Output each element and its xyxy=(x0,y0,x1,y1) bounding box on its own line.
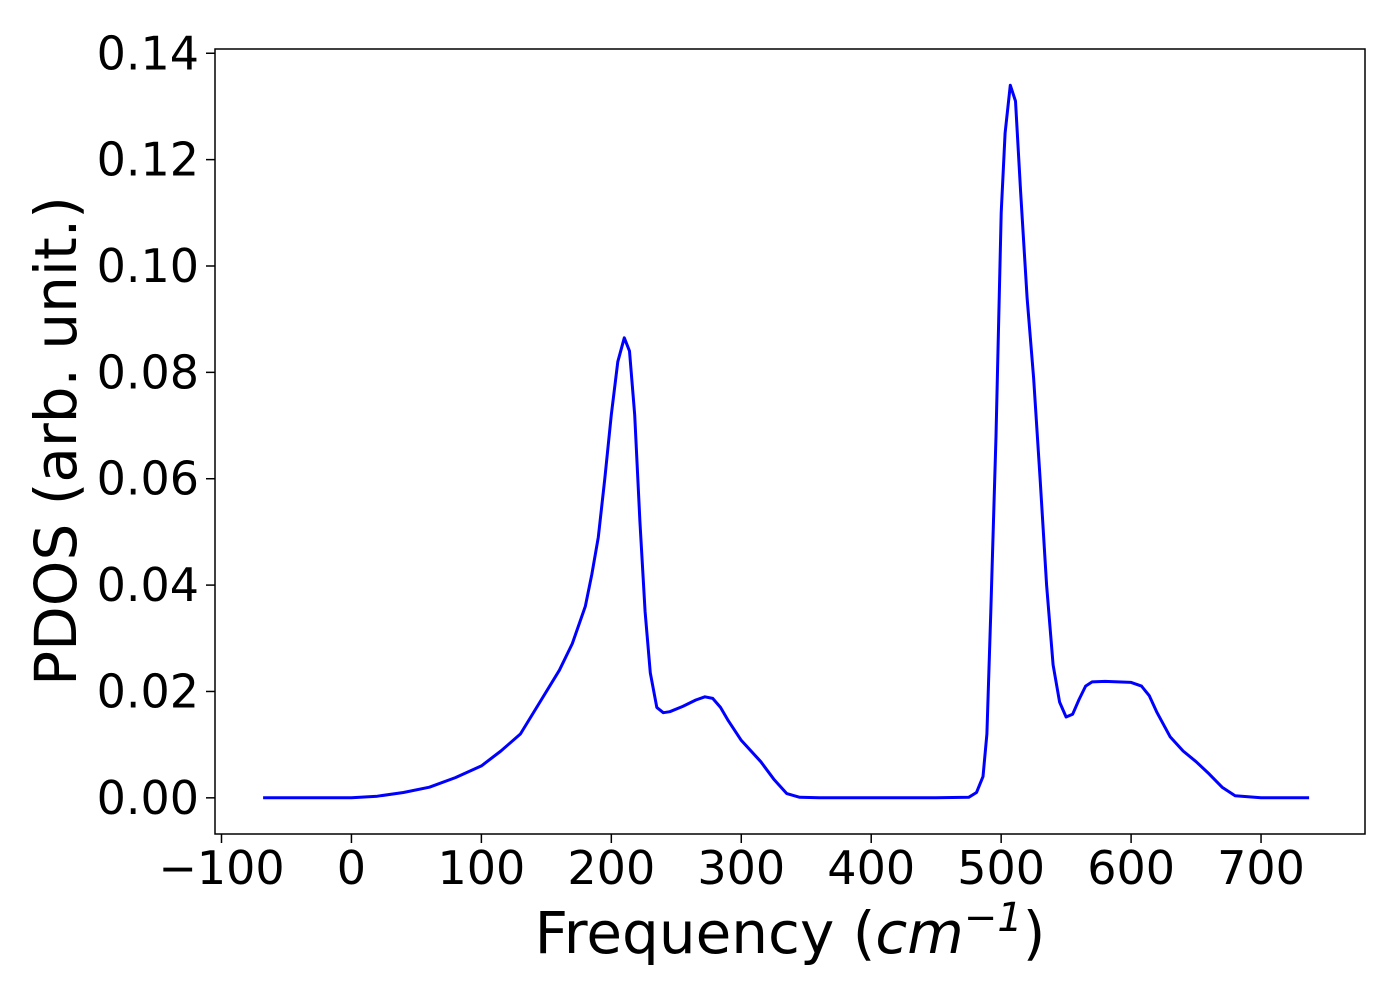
series-line-0 xyxy=(263,83,1310,800)
y-axis-label: PDOS (arb. unit.) xyxy=(22,196,90,686)
x-axis-label-unit: cm xyxy=(875,899,963,967)
y-tick-label: 0.08 xyxy=(97,345,199,399)
x-axis-label-prefix: Frequency ( xyxy=(535,899,876,967)
x-axis-label-exponent: −1 xyxy=(964,895,1023,941)
x-tick-label: 400 xyxy=(827,841,915,895)
pdos-series-line xyxy=(263,83,1310,800)
x-tick-label: 500 xyxy=(957,841,1045,895)
x-tick-label: 100 xyxy=(437,841,525,895)
plot-frame xyxy=(214,48,1366,835)
y-tick-label: 0.06 xyxy=(97,452,199,506)
x-axis-label-suffix: ) xyxy=(1023,899,1046,967)
x-tick-label: 300 xyxy=(697,841,785,895)
x-axis-label: Frequency (cm−1) xyxy=(535,895,1046,967)
x-tick-label: 0 xyxy=(337,841,366,895)
y-axis-ticks: 0.00 0.02 0.04 0.06 0.08 0.10 0.12 0.14 xyxy=(97,26,215,825)
x-tick-label: 600 xyxy=(1087,841,1175,895)
x-tick-label: −100 xyxy=(158,841,284,895)
y-tick-label: 0.10 xyxy=(97,239,199,293)
y-tick-label: 0.04 xyxy=(97,558,199,612)
x-axis-ticks: −100 0 100 200 300 400 500 600 700 xyxy=(158,834,1305,895)
x-tick-label: 700 xyxy=(1217,841,1305,895)
y-tick-label: 0.00 xyxy=(97,771,199,825)
x-tick-label: 200 xyxy=(567,841,655,895)
y-tick-label: 0.14 xyxy=(97,26,199,80)
y-tick-label: 0.02 xyxy=(97,664,199,718)
y-tick-label: 0.12 xyxy=(97,133,199,187)
